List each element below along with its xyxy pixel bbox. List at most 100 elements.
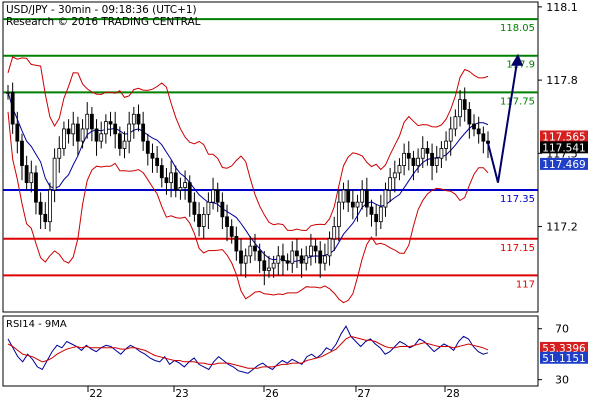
- candle-body-50: [239, 250, 243, 264]
- candle-body-67: [318, 250, 323, 264]
- candle-body-2: [15, 123, 20, 142]
- candle-body-69: [327, 238, 332, 257]
- candle-body-32: [155, 157, 160, 166]
- candle-body-70: [332, 226, 337, 240]
- candle-body-65: [309, 245, 313, 257]
- candle-body-45: [215, 189, 220, 203]
- candle-body-78: [369, 206, 374, 215]
- candle-body-103: [486, 140, 490, 144]
- candle-body-88: [416, 157, 420, 166]
- candle-body-87: [411, 157, 416, 166]
- candle-body-102: [481, 133, 486, 142]
- date-axis: 22 23 26 27 28: [87, 386, 460, 400]
- price-tick-label-0: 118.1: [546, 1, 578, 14]
- candle-body-18: [89, 113, 94, 130]
- candle-body-42: [201, 213, 206, 227]
- price-tag-label-0: 117.565: [542, 131, 585, 143]
- candle-body-66: [313, 245, 318, 252]
- candle-body-71: [336, 201, 341, 227]
- date-tick-label-1: 23: [175, 388, 188, 400]
- price-tag-label-2: 117.469: [542, 159, 585, 171]
- candle-body-16: [80, 128, 85, 142]
- level-label-5: 117: [516, 279, 535, 290]
- chart-credit: Research © 2016 TRADING CENTRAL: [6, 16, 201, 28]
- candle-body-7: [38, 201, 43, 215]
- candle-body-97: [458, 99, 462, 118]
- candle-body-60: [285, 260, 290, 264]
- candle-body-26: [127, 123, 132, 142]
- candle-body-4: [24, 165, 29, 184]
- candle-body-46: [220, 201, 225, 218]
- candle-body-39: [187, 182, 192, 203]
- candle-body-79: [374, 213, 379, 223]
- price-tag-label-1: 117.541: [542, 142, 585, 154]
- candle-body-14: [71, 123, 76, 135]
- candle-body-20: [99, 133, 104, 142]
- candle-body-93: [439, 148, 444, 159]
- candle-body-30: [145, 140, 150, 154]
- candle-body-9: [48, 189, 52, 223]
- date-tick-label-0: 22: [89, 388, 102, 400]
- candle-body-47: [225, 216, 229, 227]
- candle-body-49: [234, 235, 239, 252]
- candle-body-37: [178, 187, 183, 191]
- candle-body-61: [290, 250, 295, 264]
- candle-body-54: [257, 250, 262, 262]
- chart-title: USD/JPY - 30min - 09:18:36 (UTC+1): [6, 4, 197, 16]
- candle-body-31: [150, 152, 155, 159]
- projection-arrow: [487, 53, 523, 183]
- bollinger-upper-line: [7, 56, 489, 232]
- date-tick-label-4: 28: [446, 388, 459, 400]
- candle-body-8: [43, 213, 48, 223]
- candle-body-10: [52, 157, 57, 191]
- candle-body-36: [173, 172, 178, 191]
- price-tag-bg-1: [540, 141, 588, 154]
- candle-body-48: [229, 226, 234, 237]
- candle-body-35: [169, 172, 174, 184]
- rsi-tag-bg-0: [540, 341, 588, 354]
- candle-body-85: [402, 152, 407, 166]
- candle-body-81: [383, 189, 388, 208]
- candle-body-77: [364, 189, 369, 208]
- level-label-3: 117.35: [500, 194, 535, 205]
- candle-body-59: [281, 255, 285, 262]
- rsi-panel-frame: [2, 315, 539, 387]
- candle-body-3: [20, 140, 24, 166]
- candle-body-33: [159, 165, 164, 179]
- candle-body-23: [113, 123, 118, 135]
- candle-body-19: [94, 128, 99, 142]
- candle-body-38: [183, 182, 187, 188]
- candle-body-82: [388, 177, 393, 191]
- candle-body-52: [248, 245, 253, 257]
- candle-body-86: [406, 152, 411, 159]
- candle-body-98: [462, 99, 467, 110]
- candle-body-72: [341, 189, 346, 203]
- candle-body-21: [103, 121, 108, 135]
- candle-body-101: [476, 128, 481, 135]
- candle-body-56: [267, 267, 271, 271]
- date-tick-label-2: 26: [265, 388, 279, 400]
- level-label-4: 117.15: [500, 243, 535, 254]
- date-tick-label-3: 27: [357, 388, 370, 400]
- price-tag-bg-2: [540, 157, 588, 170]
- projection-path: [487, 55, 519, 183]
- candle-body-22: [108, 121, 113, 125]
- candle-body-95: [448, 128, 453, 142]
- candle-body-24: [117, 133, 122, 149]
- candle-body-5: [29, 172, 34, 184]
- candle-body-73: [346, 189, 351, 203]
- candle-body-51: [243, 255, 248, 264]
- candle-body-75: [355, 201, 360, 208]
- candle-body-41: [197, 213, 201, 227]
- price-tag-bg-0: [540, 130, 588, 143]
- candle-body-44: [211, 189, 215, 203]
- candle-body-62: [295, 250, 299, 257]
- candle-body-17: [85, 113, 90, 130]
- rsi-lines: [7, 325, 489, 374]
- candle-body-55: [262, 260, 267, 271]
